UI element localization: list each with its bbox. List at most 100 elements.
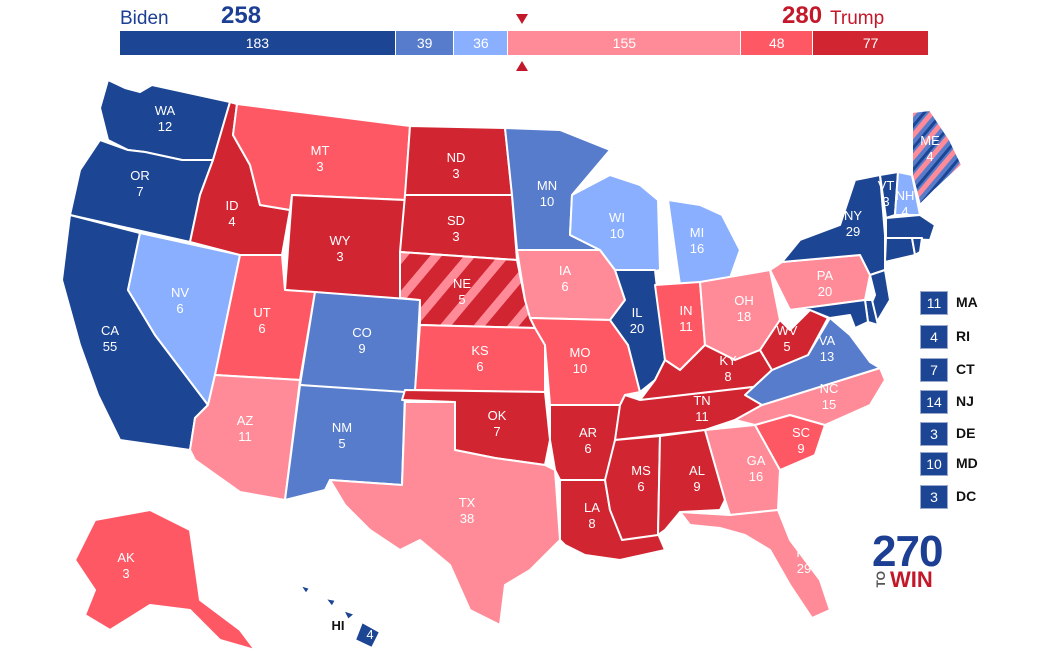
state-md[interactable] <box>789 299 869 329</box>
state-ev-ky: 8 <box>724 369 731 384</box>
state-label-mn: MN <box>537 178 557 193</box>
logo-number: 270 <box>872 527 943 576</box>
state-ev-ar: 6 <box>584 441 591 456</box>
state-ev-ne: 5 <box>458 292 465 307</box>
ne-box-ma[interactable]: 11 <box>920 291 948 315</box>
state-ev-nh: 4 <box>901 204 908 219</box>
state-label-mo: MO <box>570 345 591 360</box>
state-ev-in: 11 <box>679 319 693 334</box>
state-hi[interactable] <box>354 621 381 649</box>
state-fl[interactable] <box>679 509 831 619</box>
state-label-vt: VT <box>878 178 895 193</box>
state-ct[interactable] <box>884 237 916 263</box>
trump-total: 280 <box>782 2 823 29</box>
state-label-nm: NM <box>332 420 352 435</box>
ne-row-ri[interactable]: 4 RI <box>920 325 1020 351</box>
state-ev-ms: 6 <box>637 479 644 494</box>
bar-segment-lean-r[interactable]: 155 <box>507 31 741 55</box>
state-label-ga: GA <box>747 453 766 468</box>
state-ma[interactable] <box>885 214 936 241</box>
ne-row-ma[interactable]: 11 MA <box>920 291 1020 317</box>
ne-row-de[interactable]: 3 DE <box>920 422 1020 448</box>
state-label-nc: NC <box>820 381 839 396</box>
state-ev-fl: 29 <box>797 561 811 576</box>
state-ev-az: 11 <box>238 429 252 444</box>
state-ev-ny: 29 <box>846 224 860 239</box>
ne-abbr-ri: RI <box>956 328 970 344</box>
state-label-fl: FL <box>796 545 811 560</box>
state-label-nh: NH <box>896 188 915 203</box>
state-label-il: IL <box>632 305 643 320</box>
state-ak[interactable] <box>74 509 256 651</box>
ne-box-dc[interactable]: 3 <box>920 485 948 509</box>
state-ev-ks: 6 <box>476 359 483 374</box>
state-label-ny: NY <box>844 208 862 223</box>
bar-segment-safe-d[interactable]: 183 <box>120 31 395 55</box>
ne-box-nj[interactable]: 14 <box>920 390 948 414</box>
bar-segment-safe-r[interactable]: 77 <box>812 31 928 55</box>
bar-segment-likely-r[interactable]: 48 <box>740 31 813 55</box>
state-ev-va: 13 <box>820 349 834 364</box>
biden-total: 258 <box>221 2 262 29</box>
state-ev-tx: 38 <box>460 511 474 526</box>
state-ev-mt: 3 <box>316 159 323 174</box>
state-label-wi: WI <box>609 210 625 225</box>
logo-win: WIN <box>890 567 933 592</box>
state-hi-islands <box>299 584 356 621</box>
state-tx[interactable] <box>329 401 561 626</box>
state-label-me: ME <box>920 133 940 148</box>
state-ev-sc: 9 <box>797 441 804 456</box>
state-ny[interactable] <box>781 174 886 276</box>
state-label-sd: SD <box>447 213 465 228</box>
ne-box-ct[interactable]: 7 <box>920 358 948 382</box>
bar-segment-likely-d[interactable]: 39 <box>394 31 454 55</box>
state-ev-vt: 3 <box>882 194 889 209</box>
state-ev-wi: 10 <box>610 226 624 241</box>
ne-abbr-ma: MA <box>956 294 978 310</box>
state-label-ks: KS <box>471 343 489 358</box>
state-ri[interactable] <box>911 237 923 256</box>
state-ev-or: 7 <box>136 184 143 199</box>
ne-row-dc[interactable]: 3 DC <box>920 485 1020 511</box>
state-me[interactable] <box>911 109 963 206</box>
state-label-hi: HI <box>332 618 345 633</box>
state-label-in: IN <box>680 303 693 318</box>
state-ev-co: 9 <box>358 341 365 356</box>
ne-row-ct[interactable]: 7 CT <box>920 358 1020 384</box>
state-ev-il: 20 <box>630 321 644 336</box>
state-ev-al: 9 <box>693 479 700 494</box>
bar-segment-lean-d[interactable]: 36 <box>453 31 508 55</box>
threshold-marker-bottom <box>516 61 528 71</box>
state-ev-mn: 10 <box>540 194 554 209</box>
state-ev-ak: 3 <box>122 566 129 581</box>
state-ev-ia: 6 <box>561 279 568 294</box>
ne-box-md[interactable]: 10 <box>920 452 948 476</box>
state-label-nv: NV <box>171 285 189 300</box>
state-ev-sd: 3 <box>452 229 459 244</box>
ne-row-nj[interactable]: 14 NJ <box>920 390 1020 416</box>
state-label-oh: OH <box>734 293 754 308</box>
logo-to: TO <box>874 571 888 588</box>
state-label-pa: PA <box>817 268 834 283</box>
trump-name: Trump <box>830 8 885 29</box>
state-mi[interactable] <box>667 199 741 286</box>
state-ks[interactable] <box>414 324 546 393</box>
state-label-va: VA <box>819 333 836 348</box>
state-ev-mi: 16 <box>690 241 704 256</box>
state-label-or: OR <box>130 168 150 183</box>
state-ev-wy: 3 <box>336 249 343 264</box>
state-ev-ut: 6 <box>258 321 265 336</box>
state-label-mt: MT <box>311 143 330 158</box>
ne-abbr-ct: CT <box>956 361 975 377</box>
ne-box-ri[interactable]: 4 <box>920 325 948 349</box>
state-ev-tn: 11 <box>695 409 709 424</box>
electoral-vote-bar: 183 39 36 155 48 77 <box>120 31 928 55</box>
state-ev-pa: 20 <box>818 284 832 299</box>
ne-box-de[interactable]: 3 <box>920 422 948 446</box>
ne-row-md[interactable]: 10 MD <box>920 452 1020 478</box>
state-label-ak: AK <box>117 550 135 565</box>
state-ev-ca: 55 <box>103 339 117 354</box>
state-ev-hi: 4 <box>366 627 373 642</box>
state-nc[interactable] <box>734 367 886 426</box>
270towin-logo[interactable]: 270 TO WIN <box>872 527 952 597</box>
